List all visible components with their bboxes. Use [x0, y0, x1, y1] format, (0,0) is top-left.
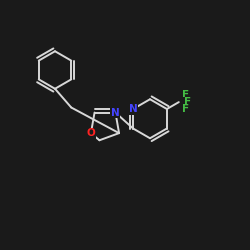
Text: N: N: [111, 108, 120, 118]
Text: F: F: [182, 90, 189, 100]
Text: F: F: [182, 104, 189, 114]
Text: F: F: [184, 97, 191, 107]
Text: N: N: [129, 104, 138, 114]
Text: O: O: [86, 128, 95, 138]
